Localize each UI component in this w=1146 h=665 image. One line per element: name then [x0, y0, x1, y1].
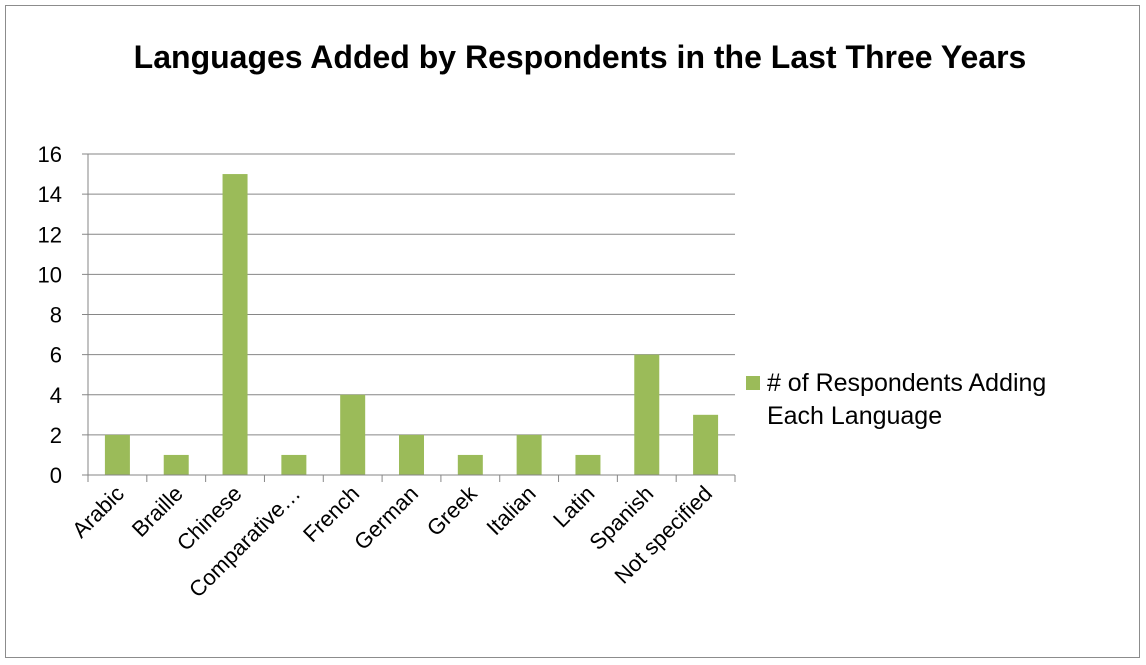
legend: # of Respondents Adding Each Language	[746, 367, 1107, 433]
y-tick-label-0: 0	[50, 463, 62, 488]
x-tick-label-8: Latin	[548, 481, 599, 532]
gridlines	[82, 153, 735, 476]
bar-9	[634, 354, 660, 475]
bar-2	[222, 174, 248, 475]
y-tick-labels: 0 2 4 6 8 10 12 14 16	[38, 142, 62, 488]
x-tick-labels: ArabicBrailleChineseComparative…FrenchGe…	[67, 480, 717, 602]
bar-1	[163, 454, 189, 475]
y-tick-label-2: 2	[50, 423, 62, 448]
y-tick-label-14: 14	[38, 182, 62, 207]
bar-4	[340, 394, 366, 475]
y-tick-label-16: 16	[38, 142, 62, 167]
bar-8	[575, 454, 601, 475]
chart-title: Languages Added by Respondents in the La…	[133, 39, 1027, 75]
bar-5	[399, 434, 424, 475]
chart-frame	[5, 5, 1140, 658]
x-tick-label-5: German	[349, 481, 423, 555]
legend-swatch	[746, 376, 760, 390]
bar-3	[281, 454, 307, 475]
bar-6	[457, 454, 483, 475]
x-tick-label-0: Arabic	[67, 481, 129, 543]
x-tick-label-6: Greek	[422, 480, 483, 541]
y-tick-label-8: 8	[50, 303, 62, 328]
axes	[87, 154, 736, 482]
y-tick-label-12: 12	[38, 222, 62, 247]
bar-10	[693, 414, 719, 475]
bar-0	[104, 434, 130, 475]
bar-7	[516, 434, 542, 475]
y-tick-label-10: 10	[38, 262, 62, 287]
y-tick-label-6: 6	[50, 343, 62, 368]
x-tick-label-7: Italian	[481, 481, 540, 540]
bars	[104, 174, 719, 475]
legend-label: # of Respondents Adding Each Language	[766, 369, 1047, 430]
y-tick-label-4: 4	[50, 383, 62, 408]
